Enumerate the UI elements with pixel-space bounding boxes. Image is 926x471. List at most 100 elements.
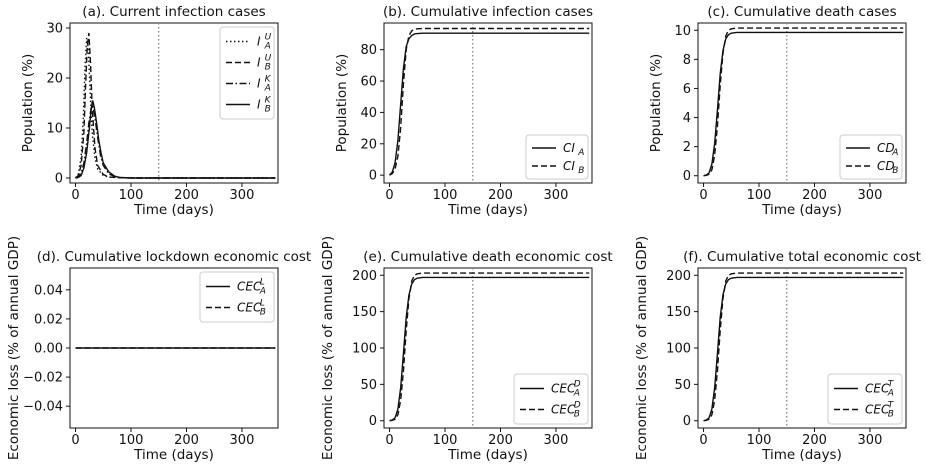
panel-title: (b). Cumulative infection cases <box>383 4 593 20</box>
legend-sup-I_A^U: U <box>265 33 272 43</box>
y-tick-label: 150 <box>352 305 377 320</box>
legend-sub-CD_B: B <box>892 166 898 176</box>
y-tick-label: −0.02 <box>23 371 63 386</box>
x-axis-label: Time (days) <box>761 202 842 218</box>
x-tick-label: 0 <box>385 188 393 203</box>
legend-label-CEC_B^D: CEC <box>551 403 576 417</box>
x-tick-label: 200 <box>802 188 827 203</box>
y-tick-label: 100 <box>666 342 691 357</box>
legend-sub-CEC_B^L: B <box>260 308 266 318</box>
axes-frame <box>69 22 279 184</box>
panel-c: (c). Cumulative death cases 0 100 200 300 0 2 4… <box>648 4 907 218</box>
legend-sup-CEC_B^L: L <box>260 299 265 309</box>
x-tick-label: 0 <box>71 433 79 448</box>
legend-label-CD_B: CD <box>877 159 895 173</box>
x-tick-label: 200 <box>802 433 827 448</box>
y-tick-label: 0 <box>55 172 63 187</box>
x-tick-label: 100 <box>119 433 144 448</box>
y-tick-label: 50 <box>360 378 377 393</box>
panel-title: (c). Cumulative death cases <box>707 4 896 20</box>
legend-sub-CEC_B^T: B <box>888 410 894 420</box>
legend-label-I_B^U: I <box>257 56 261 70</box>
legend-box <box>199 271 275 323</box>
panel-title: (f). Cumulative total economic cost <box>683 249 921 265</box>
y-axis-label: Population (%) <box>648 54 664 153</box>
x-tick-label: 300 <box>230 433 255 448</box>
x-tick-label: 0 <box>385 433 393 448</box>
legend-box <box>219 26 275 120</box>
x-axis-label: Time (days) <box>761 447 842 463</box>
x-tick-label: 300 <box>230 188 255 203</box>
x-tick-label: 0 <box>699 188 707 203</box>
series-line-CEC_B^T <box>703 272 904 422</box>
y-tick-label: 0 <box>683 169 691 184</box>
x-tick-label: 200 <box>488 188 513 203</box>
series-line-I_A^U <box>74 37 276 179</box>
legend-sub-CEC_A^D: A <box>573 389 580 399</box>
legend-label-CEC_A^L: CEC <box>237 280 262 294</box>
legend-label-I_A^K: I <box>257 77 261 91</box>
axes-frame <box>383 22 593 184</box>
legend-sub-I_A^U: A <box>264 42 271 52</box>
x-tick-label: 300 <box>544 188 569 203</box>
x-tick-label: 200 <box>174 188 199 203</box>
legend-sub-CD_A: A <box>891 148 898 158</box>
y-tick-label: 10 <box>46 122 63 137</box>
legend-sub-I_A^K: A <box>264 84 271 94</box>
legend-label-CEC_B^T: CEC <box>865 403 890 417</box>
y-tick-label: 0 <box>369 169 377 184</box>
panel-f: (f). Cumulative total economic cost 0 100 2… <box>634 236 921 463</box>
y-axis-label: Population (%) <box>334 54 350 153</box>
y-axis-label: Economic loss (% of annual GDP) <box>320 236 336 460</box>
y-tick-label: 100 <box>352 342 377 357</box>
y-tick-label: 20 <box>46 72 63 87</box>
y-tick-label: 80 <box>360 43 377 58</box>
legend-sup-CEC_A^T: T <box>888 380 895 390</box>
legend-label-CI_B: CI <box>563 159 575 173</box>
legend-sub-I_B^K: B <box>265 105 271 115</box>
x-tick-label: 100 <box>433 433 458 448</box>
y-tick-label: 50 <box>674 378 691 393</box>
legend-label-I_A^U: I <box>257 35 261 49</box>
x-tick-label: 100 <box>747 433 772 448</box>
y-tick-label: 30 <box>46 22 63 37</box>
legend-sub-I_B^U: B <box>265 63 271 73</box>
panel-b: (b). Cumulative infection cases 0 100 200 30… <box>334 4 593 218</box>
panel-title: (d). Cumulative lockdown economic cost <box>37 249 311 265</box>
y-tick-label: 8 <box>683 53 691 68</box>
legend-label-CEC_A^T: CEC <box>865 382 890 396</box>
x-tick-label: 300 <box>858 188 883 203</box>
y-axis-label: Economic loss (% of annual GDP) <box>6 236 22 460</box>
legend-label-CD_A: CD <box>877 141 895 155</box>
panel-d: (d). Cumulative lockdown economic cost 0 1… <box>6 236 311 463</box>
y-tick-label: 0.00 <box>34 342 63 357</box>
legend-sup-CEC_B^D: D <box>574 401 581 411</box>
legend-sup-CEC_A^L: L <box>260 278 265 288</box>
legend-sup-CEC_B^T: T <box>888 401 895 411</box>
y-tick-label: 200 <box>352 269 377 284</box>
x-tick-label: 200 <box>488 433 513 448</box>
x-tick-label: 200 <box>174 433 199 448</box>
y-tick-label: 4 <box>683 111 691 126</box>
legend-sup-I_B^K: K <box>265 96 272 106</box>
legend-label-CEC_B^L: CEC <box>237 301 262 315</box>
series-line-CI_B <box>389 27 590 176</box>
y-tick-label: 6 <box>683 82 691 97</box>
legend-sub-CEC_A^T: A <box>887 389 894 399</box>
legend: CI ACI B <box>525 134 589 180</box>
x-tick-label: 100 <box>433 188 458 203</box>
y-tick-label: 40 <box>360 106 377 121</box>
y-axis-label: Economic loss (% of annual GDP) <box>634 236 650 460</box>
legend-box <box>827 373 903 425</box>
y-tick-label: 10 <box>674 24 691 39</box>
legend-label-I_B^K: I <box>257 98 261 112</box>
legend-box <box>513 373 589 425</box>
y-tick-label: 0 <box>683 414 691 429</box>
x-tick-label: 300 <box>544 433 569 448</box>
panel-title: (e). Cumulative death economic cost <box>363 249 612 265</box>
series-line-I_B^K <box>75 100 276 179</box>
series-line-CEC_B^D <box>389 272 590 422</box>
x-tick-label: 0 <box>699 433 707 448</box>
